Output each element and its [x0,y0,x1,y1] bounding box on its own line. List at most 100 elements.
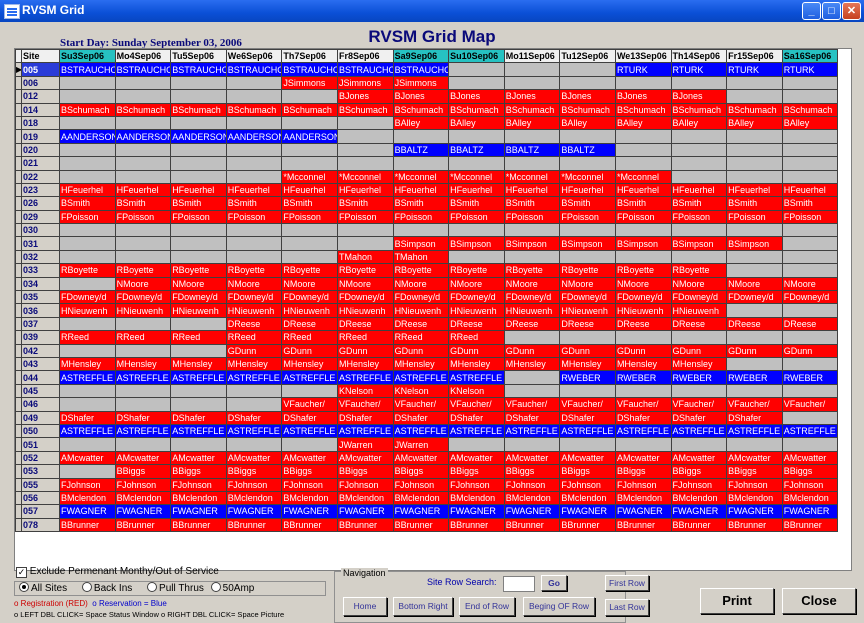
radio-icon[interactable] [210,582,221,592]
registration-cell[interactable]: RReed [170,330,227,345]
empty-space-cell[interactable] [503,156,561,171]
reservation-cell[interactable]: ASTREFFLE [503,423,561,439]
empty-space-cell[interactable] [225,115,283,131]
empty-space-cell[interactable] [225,75,283,91]
registration-cell[interactable]: HNieuwenh [448,303,505,318]
registration-cell[interactable]: FJohnson [336,477,394,492]
empty-space-cell[interactable] [281,115,338,131]
registration-cell[interactable]: HNieuwenh [225,303,283,318]
empty-space-cell[interactable] [59,437,116,452]
registration-cell[interactable]: GDunn [614,343,672,358]
empty-space-cell[interactable] [781,129,839,144]
registration-cell[interactable]: BBrunner [670,517,728,533]
registration-cell[interactable]: FDowney/d [225,290,283,305]
empty-space-cell[interactable] [559,330,616,345]
radio-icon[interactable] [147,582,158,592]
registration-cell[interactable]: FDowney/d [392,290,450,305]
registration-cell[interactable]: BSimpson [503,236,561,251]
empty-space-cell[interactable] [225,223,283,238]
registration-cell[interactable]: NMoore [392,276,450,292]
empty-space-cell[interactable] [614,129,672,144]
empty-space-cell[interactable] [336,156,394,171]
empty-space-cell[interactable] [114,169,172,184]
registration-cell[interactable]: AMcwatter [503,450,561,466]
registration-cell[interactable]: RBoyette [336,263,394,278]
reservation-cell[interactable]: BSTRAUCHO [392,62,450,77]
empty-space-cell[interactable] [59,236,116,251]
registration-cell[interactable]: HFeuerhel [670,182,728,198]
day-column-header[interactable]: Tu12Sep06 [559,49,616,64]
registration-cell[interactable]: DShafer [59,410,116,425]
registration-cell[interactable]: BSmith [114,196,172,211]
registration-cell[interactable]: MHensley [114,356,172,372]
empty-space-cell[interactable] [170,343,227,358]
empty-space-cell[interactable] [114,437,172,452]
empty-space-cell[interactable] [781,156,839,171]
empty-space-cell[interactable] [225,89,283,104]
registration-cell[interactable]: FJohnson [503,477,561,492]
reservation-cell[interactable]: FWAGNER [503,504,561,519]
empty-space-cell[interactable] [59,142,116,158]
registration-cell[interactable]: NMoore [559,276,616,292]
registration-cell[interactable]: BSchumach [59,102,116,117]
radio-icon[interactable] [81,582,92,592]
registration-cell[interactable]: BSchumach [225,102,283,117]
empty-space-cell[interactable] [559,62,616,77]
registration-cell[interactable]: BSimpson [448,236,505,251]
registration-cell[interactable]: FPoisson [781,209,839,225]
registration-cell[interactable]: DShafer [114,410,172,425]
reservation-cell[interactable]: BSTRAUCHO [59,62,116,77]
empty-space-cell[interactable] [336,236,394,251]
reservation-cell[interactable]: ASTREFFLE [614,423,672,439]
reservation-cell[interactable]: ASTREFFLE [559,423,616,439]
registration-cell[interactable]: BMclendon [726,490,783,506]
registration-cell[interactable]: MHensley [59,356,116,372]
registration-cell[interactable]: HNieuwenh [59,303,116,318]
vertical-scrollbar[interactable]: ▲ ▼ [851,49,852,570]
registration-cell[interactable]: JWarren [336,437,394,452]
registration-cell[interactable]: GDunn [392,343,450,358]
registration-cell[interactable]: NMoore [114,276,172,292]
empty-space-cell[interactable] [670,330,728,345]
empty-space-cell[interactable] [225,249,283,265]
reservation-cell[interactable]: ASTREFFLE [114,423,172,439]
empty-space-cell[interactable] [559,75,616,91]
registration-cell[interactable]: BBrunner [225,517,283,533]
reservation-cell[interactable]: BSTRAUCHO [170,62,227,77]
site-cell[interactable]: 036 [21,303,60,318]
registration-cell[interactable]: KNelson [336,383,394,399]
empty-space-cell[interactable] [114,343,172,358]
empty-space-cell[interactable] [503,383,561,399]
empty-space-cell[interactable] [170,437,227,452]
empty-space-cell[interactable] [281,156,338,171]
empty-space-cell[interactable] [59,75,116,91]
reservation-cell[interactable]: BBALTZ [392,142,450,158]
registration-cell[interactable]: GDunn [559,343,616,358]
empty-space-cell[interactable] [59,249,116,265]
registration-cell[interactable]: HFeuerhel [59,182,116,198]
registration-cell[interactable]: MHensley [670,356,728,372]
reservation-cell[interactable]: ASTREFFLE [336,370,394,385]
empty-space-cell[interactable] [59,156,116,171]
registration-cell[interactable]: AMcwatter [225,450,283,466]
empty-space-cell[interactable] [170,223,227,238]
day-column-header[interactable]: Fr15Sep06 [726,49,783,64]
empty-space-cell[interactable] [392,156,450,171]
registration-cell[interactable]: FPoisson [503,209,561,225]
registration-cell[interactable]: BJones [448,89,505,104]
registration-cell[interactable]: RReed [225,330,283,345]
registration-cell[interactable]: NMoore [670,276,728,292]
registration-cell[interactable]: GDunn [781,343,839,358]
reservation-cell[interactable]: ASTREFFLE [726,423,783,439]
registration-cell[interactable]: DShafer [170,410,227,425]
registration-cell[interactable]: FPoisson [614,209,672,225]
registration-cell[interactable]: RReed [448,330,505,345]
registration-cell[interactable]: BMclendon [781,490,839,506]
registration-cell[interactable]: HNieuwenh [559,303,616,318]
registration-cell[interactable]: AMcwatter [559,450,616,466]
registration-cell[interactable]: BJones [670,89,728,104]
empty-space-cell[interactable] [614,383,672,399]
registration-cell[interactable]: HFeuerhel [726,182,783,198]
empty-space-cell[interactable] [170,156,227,171]
empty-space-cell[interactable] [503,330,561,345]
